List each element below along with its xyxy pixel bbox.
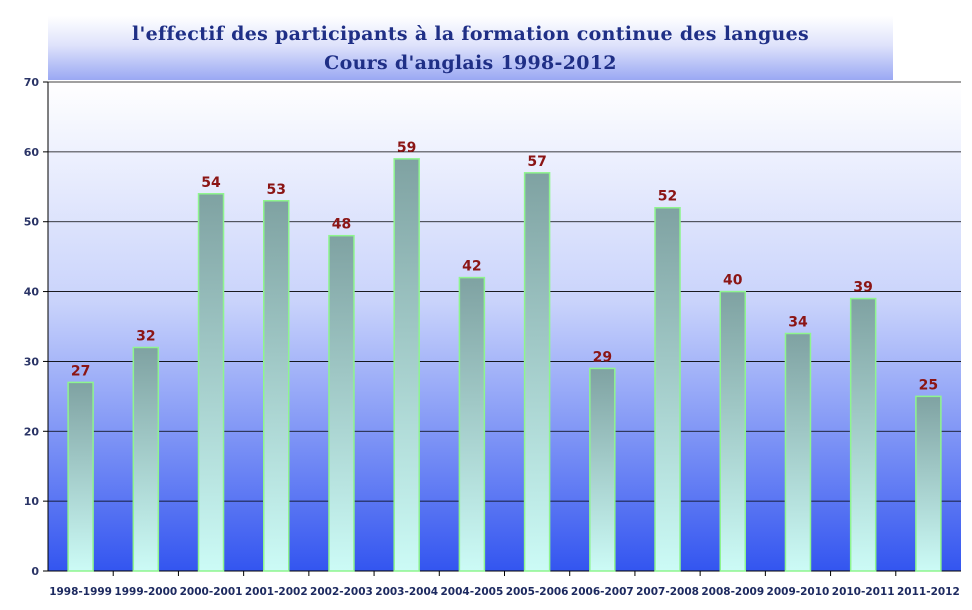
x-tick-label: 2002-2003	[310, 586, 373, 598]
y-tick-label: 60	[24, 146, 40, 159]
bar	[328, 234, 355, 572]
y-tick-label: 50	[24, 216, 40, 229]
bar	[915, 395, 942, 572]
x-tick-label: 2009-2010	[767, 586, 830, 598]
chart-title-banner: l'effectif des participants à la formati…	[48, 16, 893, 80]
data-label: 25	[919, 377, 938, 393]
y-tick-label: 70	[24, 76, 40, 89]
y-tick-label: 10	[24, 495, 40, 508]
x-tick-label: 2004-2005	[440, 586, 503, 598]
plot-area	[48, 82, 961, 571]
data-label: 32	[136, 328, 155, 344]
chart-title: l'effectif des participants à la formati…	[131, 23, 810, 45]
x-tick-label: 2001-2002	[245, 586, 308, 598]
x-tick-label: 2008-2009	[701, 586, 764, 598]
data-label: 52	[658, 189, 677, 205]
x-tick-label: 2011-2012	[897, 586, 960, 598]
x-tick-label: 2005-2006	[506, 586, 569, 598]
data-label: 29	[593, 349, 612, 365]
data-label: 54	[201, 175, 221, 191]
bar	[393, 158, 420, 572]
y-tick-label: 30	[24, 355, 40, 368]
x-tick-label: 2000-2001	[180, 586, 243, 598]
bar	[719, 290, 746, 572]
bar	[67, 381, 94, 572]
data-label: 53	[267, 182, 286, 198]
x-tick-label: 1999-2000	[114, 586, 177, 598]
y-axis-tick-labels: 0 10 20 30 40 50 60 70	[24, 76, 48, 578]
data-label: 59	[397, 140, 416, 156]
data-label: 40	[723, 273, 743, 289]
x-tick-label: 2010-2011	[832, 586, 895, 598]
data-label: 39	[853, 280, 872, 296]
chart-subtitle: Cours d'anglais 1998-2012	[324, 52, 617, 74]
bar	[589, 367, 616, 572]
bar	[784, 332, 812, 572]
x-tick-label: 2006-2007	[571, 586, 634, 598]
data-label: 42	[462, 259, 481, 275]
bar	[849, 297, 877, 572]
x-axis-tick-labels: 1998-1999 1999-2000 2000-2001 2001-2002 2002…	[49, 571, 960, 598]
x-tick-label: 1998-1999	[49, 586, 112, 598]
bar	[654, 206, 681, 572]
data-label: 48	[332, 217, 351, 233]
data-label: 27	[71, 363, 90, 379]
bar	[458, 276, 486, 572]
bar	[197, 193, 225, 572]
bar	[523, 172, 551, 572]
value-labels: 27 32 54 53 48 59 42 57 29 52 40 34 39 25	[71, 140, 938, 394]
y-tick-label: 40	[24, 286, 40, 299]
bar	[132, 346, 160, 572]
data-label: 57	[527, 154, 546, 170]
data-label: 34	[788, 314, 808, 330]
bars	[67, 158, 942, 572]
x-tick-label: 2007-2008	[636, 586, 699, 598]
x-tick-label: 2003-2004	[375, 586, 438, 598]
y-tick-label: 0	[31, 565, 39, 578]
y-tick-label: 20	[24, 425, 40, 438]
bar	[263, 200, 290, 572]
